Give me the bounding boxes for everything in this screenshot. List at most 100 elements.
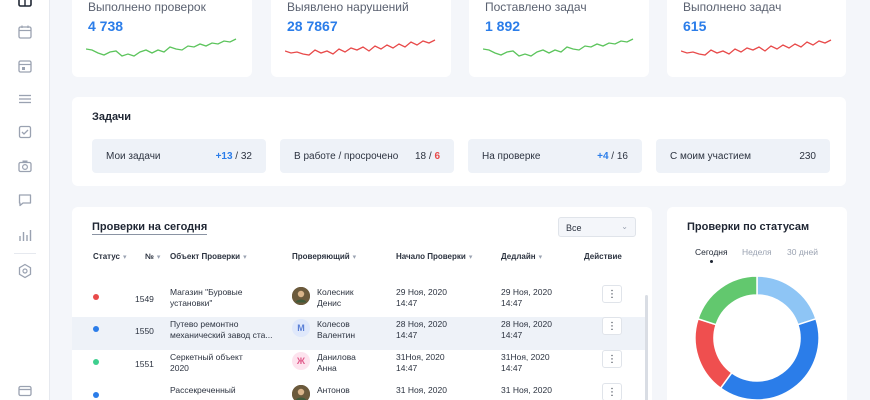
row-object-line2: установки" <box>170 298 213 308</box>
row-deadline-date: 29 Ноя, 2020 <box>501 287 552 297</box>
row-inspector: Колесов Валентин <box>317 319 355 341</box>
row-start: 31Ноя, 2020 14:47 <box>396 352 445 374</box>
task-tile-participating[interactable]: С моим участием 230 <box>656 139 830 173</box>
more-vertical-icon: ⋮ <box>607 353 617 365</box>
row-object-line1: Серкетный объект <box>170 352 243 362</box>
stat-label: Выполнено проверок <box>88 0 206 14</box>
donut-slice <box>697 275 758 326</box>
stat-card-tasks-assigned: Поставлено задач 1 892 <box>469 0 649 77</box>
row-object[interactable]: Магазин "Буровые установки" <box>170 287 243 309</box>
task-tile-label: В работе / просрочено <box>294 151 399 162</box>
row-deadline-date: 31Ноя, 2020 <box>501 352 550 362</box>
row-start: 29 Ноя, 2020 14:47 <box>396 287 447 309</box>
task-tile-my-tasks[interactable]: Мои задачи +13 / 32 <box>92 139 266 173</box>
row-inspector: Колесник Денис <box>317 287 354 309</box>
avatar <box>292 287 310 305</box>
avatar: Ж <box>292 352 310 370</box>
row-object-line1: Магазин "Буровые <box>170 287 243 297</box>
col-object[interactable]: Объект Проверки ▾ <box>170 252 247 261</box>
status-dot <box>93 294 99 300</box>
tab-30-days[interactable]: 30 дней <box>787 247 818 257</box>
row-start-time: 14:47 <box>396 363 418 373</box>
row-inspector-line1: Колесник <box>317 287 354 297</box>
camera-icon[interactable] <box>17 158 33 174</box>
row-start: 28 Ноя, 2020 14:47 <box>396 319 447 341</box>
avatar <box>292 385 310 400</box>
row-deadline: 28 Ноя, 2020 14:47 <box>501 319 552 341</box>
task-tile-value: +4 / 16 <box>597 151 628 162</box>
menu-icon[interactable] <box>17 91 33 107</box>
table-row[interactable]: 1551 Серкетный объект 2020 Ж Данилова Анна 31Н… <box>72 350 646 383</box>
bar-chart-icon[interactable] <box>17 227 33 243</box>
col-start[interactable]: Начало Проверки ▾ <box>396 252 472 261</box>
col-status-label: Статус <box>93 252 120 261</box>
row-actions-button[interactable]: ⋮ <box>602 317 622 335</box>
col-inspector-label: Проверяющий <box>292 252 350 261</box>
avatar-initial: Ж <box>296 356 306 366</box>
table-row[interactable]: 1550 Путево ремонтно механический завод ст… <box>72 317 646 350</box>
status-filter-select[interactable]: Все ⌄ <box>558 217 636 237</box>
tasks-title: Задачи <box>92 111 131 123</box>
col-number[interactable]: № ▾ <box>145 252 160 261</box>
row-start-date: 31Ноя, 2020 <box>396 352 445 362</box>
row-inspector-line2: Валентин <box>317 330 356 340</box>
row-deadline: 29 Ноя, 2020 14:47 <box>501 287 552 309</box>
grid-icon[interactable] <box>17 0 33 8</box>
task-tile-in-progress[interactable]: В работе / просрочено 18 / 6 <box>280 139 454 173</box>
col-inspector[interactable]: Проверяющий ▾ <box>292 252 356 261</box>
status-dot <box>93 392 99 398</box>
row-deadline: 31Ноя, 2020 14:47 <box>501 352 550 374</box>
task-count-new: +4 <box>597 151 609 162</box>
row-object-line2: 2020 <box>170 363 189 373</box>
tasks-panel: Задачи Мои задачи +13 / 32 В работе / пр… <box>72 97 846 186</box>
trend-sparkline <box>86 38 237 57</box>
settings-hex-icon[interactable] <box>17 263 33 279</box>
table-row[interactable]: Рассекреченный Антонов 31 Ноя, 2020 31 Ноя,… <box>72 383 646 400</box>
tab-week[interactable]: Неделя <box>742 247 772 257</box>
trend-line <box>285 39 436 56</box>
col-status[interactable]: Статус ▾ <box>93 252 126 261</box>
trend-line <box>681 39 832 56</box>
row-start-time: 14:47 <box>396 330 418 340</box>
table-scrollbar[interactable] <box>645 295 648 400</box>
task-tile-value: 18 / 6 <box>415 151 440 162</box>
row-actions-button[interactable]: ⋮ <box>602 383 622 400</box>
donut-slice <box>694 317 733 390</box>
stat-card-inspections-done: Выполнено проверок 4 738 <box>72 0 252 77</box>
row-object[interactable]: Рассекреченный <box>170 385 236 396</box>
task-count-total: 18 / <box>414 151 435 162</box>
row-deadline-date: 28 Ноя, 2020 <box>501 319 552 329</box>
calendar-check-icon[interactable] <box>17 58 33 74</box>
row-deadline: 31 Ноя, 2020 <box>501 385 552 396</box>
col-action-label: Действие <box>584 252 622 261</box>
row-actions-button[interactable]: ⋮ <box>602 285 622 303</box>
stat-card-violations: Выявлено нарушений 28 7867 <box>271 0 451 77</box>
table-row[interactable]: 1549 Магазин "Буровые установки" Колесник Де… <box>72 285 646 318</box>
col-deadline[interactable]: Дедлайн ▾ <box>501 252 542 261</box>
task-count-overdue: 6 <box>434 151 440 162</box>
row-deadline-date: 31 Ноя, 2020 <box>501 385 552 395</box>
row-object[interactable]: Серкетный объект 2020 <box>170 352 243 374</box>
checkbox-icon[interactable] <box>17 124 33 140</box>
row-actions-button[interactable]: ⋮ <box>602 350 622 368</box>
tab-today[interactable]: Сегодня <box>695 247 728 257</box>
row-object-line1: Путево ремонтно <box>170 319 239 329</box>
sort-icon: ▾ <box>243 254 247 261</box>
stat-value: 28 7867 <box>287 18 338 34</box>
chat-icon[interactable] <box>17 192 33 208</box>
inspections-title[interactable]: Проверки на сегодня <box>92 221 208 235</box>
task-tile-on-review[interactable]: На проверке +4 / 16 <box>468 139 642 173</box>
sidebar <box>0 0 50 400</box>
row-start-date: 29 Ноя, 2020 <box>396 287 447 297</box>
avatar-photo-icon <box>292 385 310 400</box>
card-icon[interactable] <box>17 383 33 399</box>
calendar-icon[interactable] <box>17 24 33 40</box>
row-object-line2: механический завод ста... <box>170 330 273 340</box>
more-vertical-icon: ⋮ <box>607 320 617 332</box>
row-object[interactable]: Путево ремонтно механический завод ста... <box>170 319 272 341</box>
stat-label: Выявлено нарушений <box>287 0 409 14</box>
row-inspector-line2: Анна <box>317 363 337 373</box>
sort-icon: ▾ <box>122 254 127 261</box>
status-donut-chart <box>694 275 820 400</box>
donut-slice <box>756 275 817 326</box>
